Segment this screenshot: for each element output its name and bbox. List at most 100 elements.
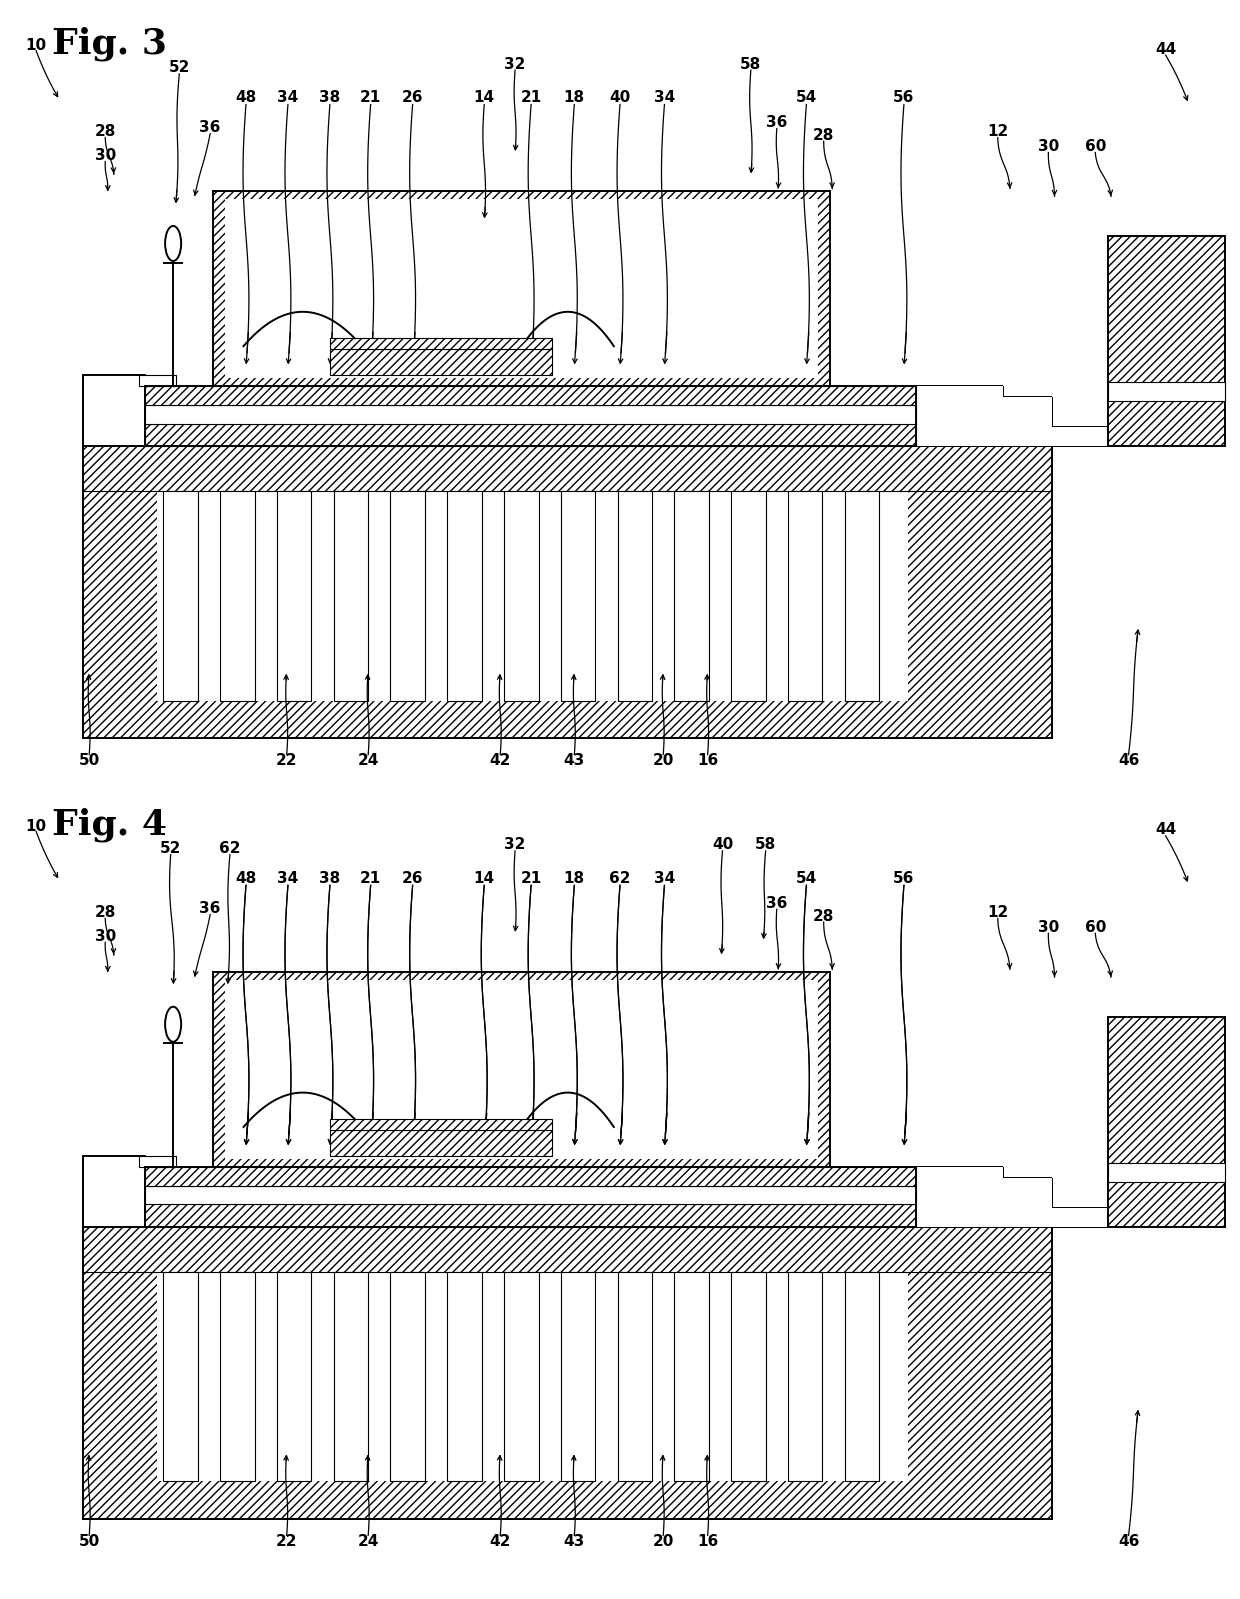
Text: 20: 20 [652, 1533, 673, 1549]
Bar [1107, 237, 1225, 446]
Polygon shape [916, 387, 1107, 446]
Polygon shape [916, 1167, 1107, 1226]
Text: 24: 24 [357, 1533, 379, 1549]
Text: 10: 10 [26, 819, 47, 833]
Bar [83, 379, 145, 446]
Text: 42: 42 [490, 1533, 511, 1549]
Text: 21: 21 [521, 871, 542, 886]
Bar [83, 374, 145, 446]
Text: 50: 50 [78, 753, 99, 768]
Text: 32: 32 [505, 838, 526, 852]
Text: 36: 36 [200, 120, 221, 136]
Bar [83, 1226, 1052, 1519]
Text: 54: 54 [796, 871, 817, 886]
Text: 36: 36 [766, 895, 787, 911]
Text: 56: 56 [893, 871, 915, 886]
Text: 52: 52 [169, 61, 190, 75]
Bar [83, 446, 1052, 739]
Text: 28: 28 [94, 905, 115, 919]
Text: 14: 14 [474, 90, 495, 106]
Bar [732, 1271, 765, 1482]
Bar [732, 491, 765, 700]
Text: 38: 38 [319, 90, 341, 106]
Text: 18: 18 [564, 871, 585, 886]
Bar [503, 1271, 538, 1482]
Bar [145, 387, 916, 405]
Text: 36: 36 [200, 902, 221, 916]
Text: 21: 21 [360, 871, 381, 886]
Text: 34: 34 [653, 90, 675, 106]
Bar [448, 1271, 482, 1482]
Bar [618, 1271, 652, 1482]
Bar [145, 387, 916, 446]
Text: 62: 62 [609, 871, 631, 886]
Text: 58: 58 [740, 56, 761, 72]
Text: 18: 18 [564, 90, 585, 106]
Bar [139, 374, 176, 387]
Text: 34: 34 [278, 90, 299, 106]
Bar [844, 1271, 879, 1482]
Bar [164, 491, 198, 700]
Bar [1107, 1162, 1225, 1182]
Text: 30: 30 [94, 149, 115, 163]
Text: 48: 48 [236, 90, 257, 106]
Text: 21: 21 [360, 90, 381, 106]
Text: 46: 46 [1118, 1533, 1140, 1549]
Bar [212, 972, 830, 1167]
Bar [277, 491, 311, 700]
Bar [83, 446, 1052, 739]
Text: 22: 22 [277, 1533, 298, 1549]
Text: 26: 26 [402, 90, 423, 106]
Text: 16: 16 [697, 1533, 718, 1549]
Bar [145, 1186, 916, 1204]
Text: 32: 32 [505, 56, 526, 72]
Bar [330, 349, 552, 374]
Text: Fig. 4: Fig. 4 [52, 807, 167, 843]
Bar [145, 1204, 916, 1226]
Text: 26: 26 [402, 871, 423, 886]
Bar [618, 491, 652, 700]
Bar [787, 1271, 822, 1482]
Text: Fig. 3: Fig. 3 [52, 27, 167, 61]
Text: 48: 48 [236, 871, 257, 886]
Bar [164, 1271, 198, 1482]
Text: 28: 28 [813, 128, 835, 142]
Bar [330, 1129, 552, 1156]
Text: 16: 16 [697, 753, 718, 768]
Bar [219, 1271, 254, 1482]
Bar [330, 1119, 552, 1129]
Text: 44: 44 [1154, 42, 1177, 56]
Text: 30: 30 [1038, 139, 1059, 154]
Bar [675, 491, 709, 700]
Bar [219, 491, 254, 700]
Text: 21: 21 [521, 90, 542, 106]
Text: 34: 34 [278, 871, 299, 886]
Bar [844, 491, 879, 700]
Text: 14: 14 [474, 871, 495, 886]
Text: 46: 46 [1118, 753, 1140, 768]
Bar [224, 980, 817, 1159]
Text: 60: 60 [1085, 139, 1106, 154]
Text: 56: 56 [893, 90, 915, 106]
Text: 28: 28 [813, 908, 835, 924]
Text: 44: 44 [1154, 822, 1177, 838]
Bar [145, 405, 916, 424]
Bar [139, 1156, 176, 1167]
Bar [503, 491, 538, 700]
Bar [83, 1156, 145, 1226]
Bar [334, 1271, 368, 1482]
Bar [212, 192, 830, 387]
Bar [560, 1271, 595, 1482]
Text: 42: 42 [490, 753, 511, 768]
Text: 12: 12 [987, 125, 1008, 139]
Ellipse shape [165, 1007, 181, 1043]
Bar [83, 1159, 145, 1226]
Text: 30: 30 [94, 929, 115, 943]
Text: 52: 52 [160, 841, 181, 855]
Bar [391, 1271, 425, 1482]
Bar [448, 491, 482, 700]
Bar [1107, 1017, 1225, 1226]
Bar [157, 491, 908, 700]
Text: 22: 22 [277, 753, 298, 768]
Bar [787, 491, 822, 700]
